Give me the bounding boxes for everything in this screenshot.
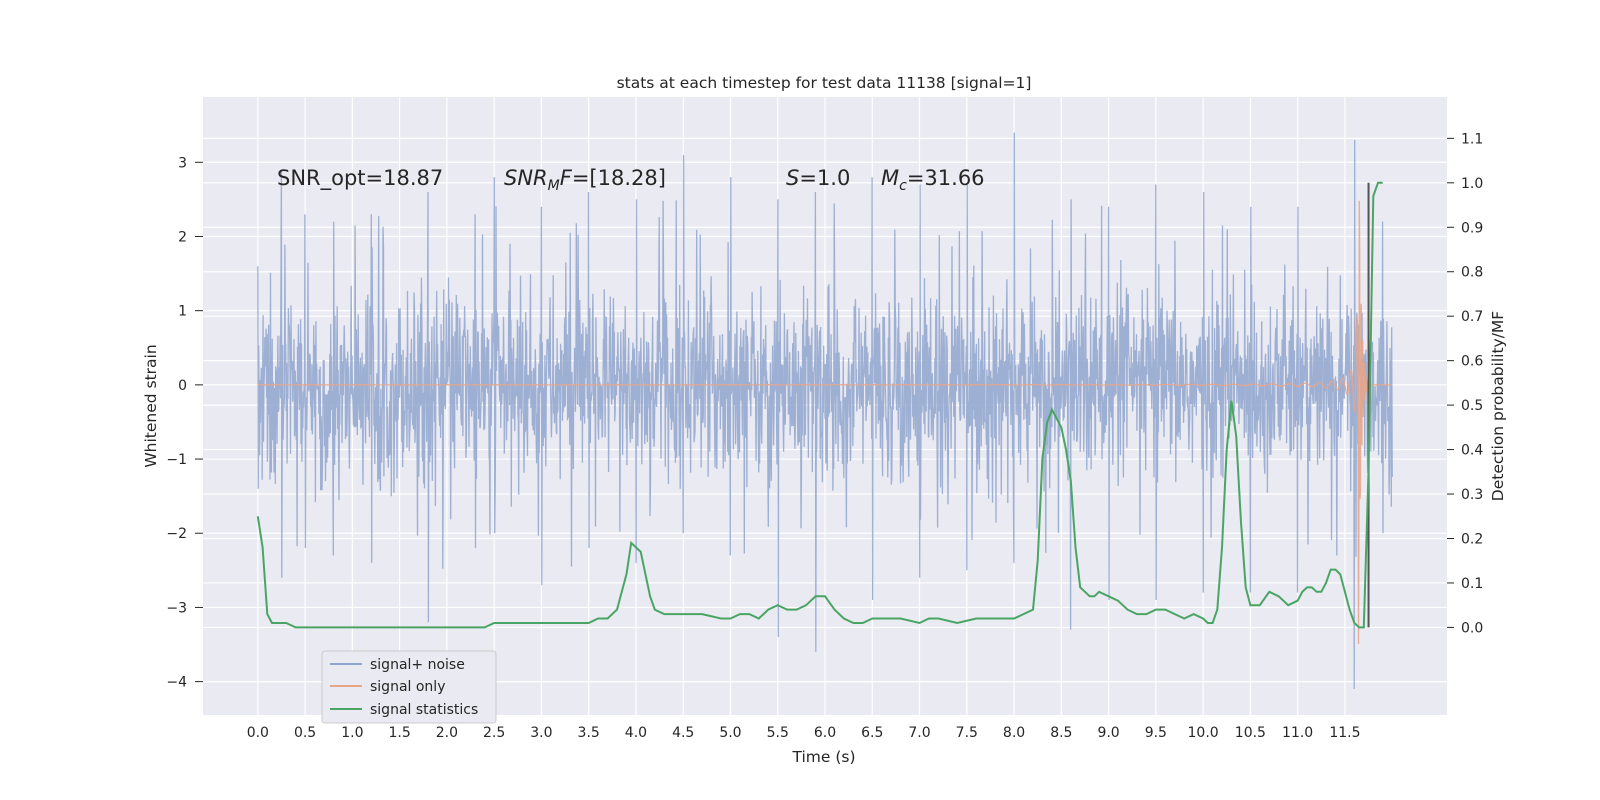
legend-box: [321, 650, 497, 724]
annotation-s: S=1.0: [786, 166, 850, 190]
y-left-tick-label: 2: [178, 229, 187, 245]
annotation-mc-symbol: M: [881, 166, 899, 190]
y-right-tick-label: 0.9: [1461, 220, 1483, 236]
annotation-mc: Mc=31.66: [881, 166, 985, 194]
y-axis-left-label: Whitened strain: [142, 344, 160, 467]
x-tick-label: 10.0: [1188, 725, 1219, 741]
y-right-tick-label: 0.8: [1461, 265, 1483, 281]
annotation-snr-mf: SNRMF=[18.28]: [504, 166, 666, 194]
chart-title: stats at each timestep for test data 111…: [617, 74, 1032, 92]
legend-label-signal-only: signal only: [370, 679, 445, 695]
x-tick-label: 0.0: [247, 725, 269, 741]
x-tick-label: 3.5: [578, 725, 600, 741]
x-tick-label: 9.0: [1097, 725, 1119, 741]
y-right-tick-label: 1.1: [1461, 131, 1483, 147]
legend: signal+ noise signal only signal statist…: [321, 650, 497, 724]
signal-only-line: [257, 200, 1393, 644]
x-tick-label: 11.5: [1329, 725, 1360, 741]
y-right-tick-label: 0.2: [1461, 531, 1483, 547]
y-right-tick-label: 0.3: [1461, 487, 1483, 503]
x-tick-label: 11.0: [1282, 725, 1313, 741]
signal-noise-line: [257, 132, 1393, 690]
annotation-s-symbol: S: [786, 166, 799, 190]
x-tick-label: 7.0: [908, 725, 930, 741]
annotation-mc-value: =31.66: [907, 166, 985, 190]
x-tick-label: 4.0: [625, 725, 647, 741]
y-left-tick-label: −4: [166, 675, 187, 691]
x-tick-label: 5.0: [719, 725, 741, 741]
annotation-mc-sub: c: [899, 178, 907, 194]
x-tick-label: 8.0: [1003, 725, 1025, 741]
y-left-tick-label: 3: [178, 155, 187, 171]
x-tick-label: 5.5: [767, 725, 789, 741]
y-left-tick-label: −2: [166, 526, 187, 542]
x-tick-label: 10.5: [1235, 725, 1266, 741]
annotation-snr-mf-sub: M: [548, 178, 560, 194]
legend-label-signal-statistics: signal statistics: [370, 702, 478, 718]
x-tick-label: 1.5: [388, 725, 410, 741]
y-right-tick-label: 0.1: [1461, 576, 1483, 592]
x-tick-label: 9.5: [1145, 725, 1167, 741]
y-right-tick-label: 0.0: [1461, 620, 1483, 636]
x-tick-label: 2.0: [436, 725, 458, 741]
annotation-snr-mf-main: SNR: [504, 166, 548, 190]
annotation-snr-mf-rest: F: [560, 166, 573, 190]
x-tick-label: 2.5: [483, 725, 505, 741]
legend-label-signal-noise: signal+ noise: [370, 657, 465, 673]
x-tick-label: 0.5: [294, 725, 316, 741]
x-tick-label: 3.0: [530, 725, 552, 741]
y-right-tick-label: 1.0: [1461, 176, 1483, 192]
y-right-tick-label: 0.7: [1461, 309, 1483, 325]
y-left-tick-label: −1: [166, 452, 187, 468]
x-tick-label: 7.5: [956, 725, 978, 741]
y-left-tick-label: 1: [178, 304, 187, 320]
annotation-snr-opt: SNR_opt=18.87: [277, 166, 443, 191]
annotation-snr-mf-value: =[18.28]: [572, 166, 666, 190]
x-tick-label: 8.5: [1050, 725, 1072, 741]
series-layer: [256, 132, 1393, 690]
signal-statistics-line: [256, 181, 1383, 629]
y-left-tick-label: 0: [178, 378, 187, 394]
x-tick-label: 6.5: [861, 725, 883, 741]
x-tick-label: 1.0: [341, 725, 363, 741]
y-right-tick-label: 0.4: [1461, 443, 1483, 459]
y-right-tick-label: 0.6: [1461, 354, 1483, 370]
x-axis-label: Time (s): [791, 748, 855, 766]
y-axis-right-label: Detection probability/MF: [1489, 311, 1507, 502]
tick-layer: 0.0 0.5 1.0 1.5 2.0 2.5 3.0 3.5 4.0 4.5 5.0 5.5 6.0 6…: [166, 131, 1483, 741]
y-left-tick-label: −3: [166, 600, 187, 616]
annotation-s-value: =1.0: [799, 166, 850, 190]
y-right-tick-label: 0.5: [1461, 398, 1483, 414]
x-tick-label: 6.0: [814, 725, 836, 741]
x-tick-label: 4.5: [672, 725, 694, 741]
